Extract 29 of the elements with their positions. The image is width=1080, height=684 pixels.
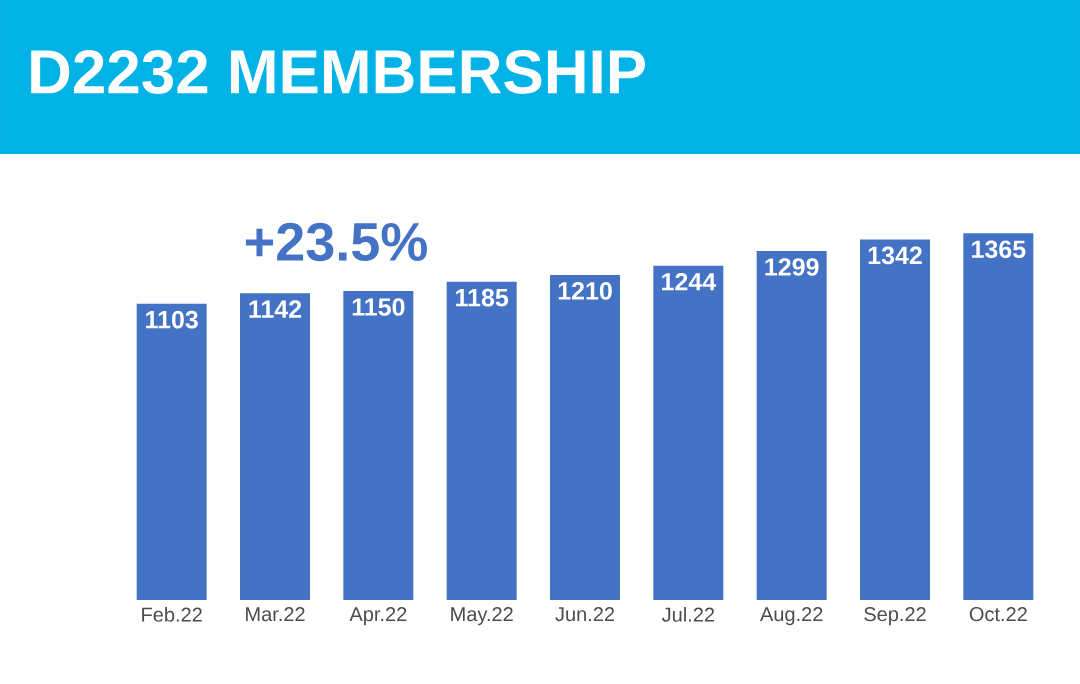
bar bbox=[963, 233, 1034, 600]
bar bbox=[240, 293, 311, 600]
data-label: 1185 bbox=[456, 288, 509, 307]
data-label: 1142 bbox=[249, 300, 302, 318]
bar bbox=[653, 265, 724, 600]
x-tick-label: Feb.22 bbox=[142, 607, 202, 622]
x-tick-label: Mar.22 bbox=[246, 607, 305, 622]
x-tick-label: Apr.22 bbox=[349, 607, 407, 626]
data-label: 1103 bbox=[146, 310, 198, 329]
bar bbox=[136, 303, 207, 600]
x-tick-label: Oct.22 bbox=[969, 607, 1027, 622]
x-tick-label: Sep.22 bbox=[864, 607, 926, 626]
data-label: 1210 bbox=[558, 282, 612, 300]
x-tick-label: Aug.22 bbox=[760, 607, 823, 626]
x-tick-label: May.22 bbox=[451, 607, 513, 626]
bar bbox=[550, 274, 621, 600]
bar bbox=[343, 291, 414, 600]
annotation: +23.5% bbox=[245, 222, 427, 262]
bar bbox=[860, 239, 930, 600]
bar bbox=[446, 281, 517, 600]
chart-title: D2232 MEMBERSHIP bbox=[31, 50, 646, 94]
x-tick-label: Jul.22 bbox=[661, 607, 715, 622]
data-label: 1365 bbox=[972, 240, 1026, 259]
data-label: 1244 bbox=[662, 272, 716, 291]
x-tick-label: Jun.22 bbox=[555, 607, 615, 622]
data-label: 1150 bbox=[352, 298, 405, 316]
bar bbox=[756, 251, 827, 600]
data-label: 1299 bbox=[765, 258, 819, 276]
data-label: 1342 bbox=[868, 246, 922, 265]
